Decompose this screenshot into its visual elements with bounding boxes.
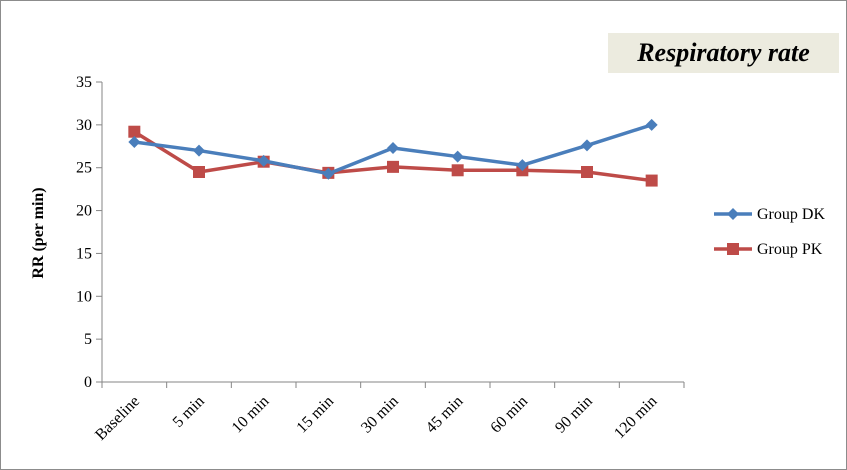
legend-marker bbox=[727, 243, 739, 255]
data-point bbox=[322, 167, 335, 180]
series-line bbox=[133, 130, 652, 183]
data-point bbox=[451, 164, 464, 177]
axes bbox=[96, 81, 685, 388]
legend-label: Group DK bbox=[757, 206, 825, 223]
x-tick-label: 30 min bbox=[358, 393, 402, 437]
y-tick-label: 10 bbox=[76, 288, 92, 305]
legend-item: Group DK bbox=[714, 206, 825, 223]
y-tick-label: 0 bbox=[84, 374, 92, 391]
x-tick-label: Baseline bbox=[92, 393, 143, 444]
chart-title-box: Respiratory rate bbox=[608, 33, 839, 73]
series-group-pk bbox=[128, 125, 658, 187]
data-point bbox=[257, 154, 270, 167]
x-tick-label: 120 min bbox=[611, 393, 660, 442]
data-point bbox=[581, 166, 593, 178]
data-point bbox=[128, 125, 141, 138]
legend-item: Group PK bbox=[714, 241, 823, 258]
x-tick-label: 45 min bbox=[423, 393, 467, 437]
y-tick-label: 25 bbox=[76, 160, 92, 177]
data-point bbox=[387, 160, 399, 173]
y-tick-label: 35 bbox=[76, 74, 92, 91]
x-tick-label: 5 min bbox=[170, 393, 208, 431]
data-point bbox=[645, 174, 658, 187]
x-tick-label: 10 min bbox=[229, 393, 273, 437]
tick-labels: 0 5 10 15 20 25 30 35 Baseline 5 min 10 min 15 min 3… bbox=[76, 74, 660, 444]
y-tick-label: 5 bbox=[84, 331, 92, 348]
y-tick-label: 20 bbox=[76, 203, 92, 220]
data-point bbox=[645, 118, 658, 131]
data-point bbox=[128, 136, 141, 148]
data-point bbox=[516, 159, 529, 172]
x-tick-label: 15 min bbox=[293, 393, 337, 437]
series-layer bbox=[128, 118, 658, 187]
y-tick-label: 15 bbox=[76, 245, 92, 262]
data-point bbox=[193, 166, 205, 178]
data-point bbox=[193, 144, 205, 157]
data-point bbox=[581, 139, 593, 152]
data-point bbox=[451, 150, 464, 163]
y-axis-title: RR (per min) bbox=[30, 187, 47, 278]
x-tick-label: 90 min bbox=[552, 393, 596, 437]
series-group-dk bbox=[128, 118, 658, 180]
chart-title: Respiratory rate bbox=[637, 38, 810, 67]
data-point bbox=[387, 142, 399, 154]
legend-marker bbox=[727, 208, 739, 220]
x-tick-label: 60 min bbox=[487, 393, 531, 437]
y-tick-label: 30 bbox=[76, 117, 92, 134]
legend-label: Group PK bbox=[757, 241, 823, 258]
legend: Group DK Group PK bbox=[714, 206, 825, 258]
